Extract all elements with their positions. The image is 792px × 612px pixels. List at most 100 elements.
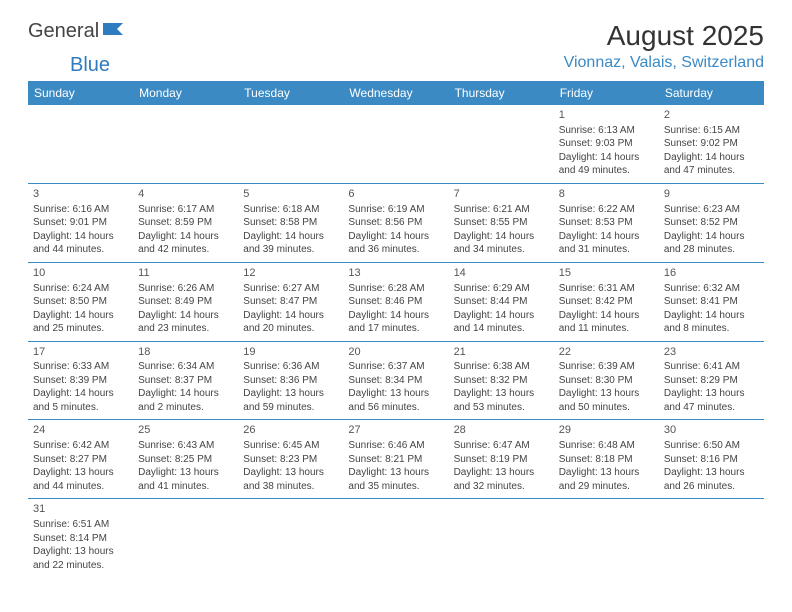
- day-number: 29: [559, 423, 654, 438]
- weekday-header: Thursday: [449, 81, 554, 105]
- cell-sunset: Sunset: 8:18 PM: [559, 453, 654, 467]
- cell-sunrise: Sunrise: 6:13 AM: [559, 124, 654, 138]
- day-number: 6: [348, 187, 443, 202]
- calendar-day-cell: 15Sunrise: 6:31 AMSunset: 8:42 PMDayligh…: [554, 262, 659, 341]
- cell-sunset: Sunset: 8:21 PM: [348, 453, 443, 467]
- day-number: 1: [559, 108, 654, 123]
- cell-daylight2: and 2 minutes.: [138, 401, 233, 415]
- cell-sunset: Sunset: 8:14 PM: [33, 532, 128, 546]
- calendar-day-cell: 10Sunrise: 6:24 AMSunset: 8:50 PMDayligh…: [28, 262, 133, 341]
- cell-sunrise: Sunrise: 6:42 AM: [33, 439, 128, 453]
- cell-daylight1: Daylight: 14 hours: [138, 230, 233, 244]
- cell-daylight1: Daylight: 13 hours: [33, 545, 128, 559]
- cell-daylight2: and 39 minutes.: [243, 243, 338, 257]
- cell-sunset: Sunset: 9:01 PM: [33, 216, 128, 230]
- calendar-day-cell: 26Sunrise: 6:45 AMSunset: 8:23 PMDayligh…: [238, 420, 343, 499]
- cell-sunrise: Sunrise: 6:39 AM: [559, 360, 654, 374]
- logo-text-blue-wrap: Blue: [70, 54, 792, 77]
- calendar-week-row: 10Sunrise: 6:24 AMSunset: 8:50 PMDayligh…: [28, 262, 764, 341]
- calendar-day-cell: [659, 499, 764, 577]
- calendar-body: 1Sunrise: 6:13 AMSunset: 9:03 PMDaylight…: [28, 105, 764, 577]
- cell-daylight2: and 36 minutes.: [348, 243, 443, 257]
- calendar-day-cell: [554, 499, 659, 577]
- logo-text-blue: Blue: [70, 54, 110, 76]
- cell-sunset: Sunset: 8:49 PM: [138, 295, 233, 309]
- cell-daylight2: and 25 minutes.: [33, 322, 128, 336]
- cell-daylight2: and 49 minutes.: [559, 164, 654, 178]
- cell-daylight2: and 8 minutes.: [664, 322, 759, 336]
- day-number: 2: [664, 108, 759, 123]
- cell-daylight1: Daylight: 13 hours: [243, 387, 338, 401]
- cell-daylight1: Daylight: 13 hours: [33, 466, 128, 480]
- day-number: 18: [138, 345, 233, 360]
- calendar-day-cell: [133, 105, 238, 183]
- cell-daylight1: Daylight: 14 hours: [454, 230, 549, 244]
- cell-daylight2: and 20 minutes.: [243, 322, 338, 336]
- cell-sunset: Sunset: 8:37 PM: [138, 374, 233, 388]
- cell-daylight2: and 44 minutes.: [33, 243, 128, 257]
- cell-sunrise: Sunrise: 6:43 AM: [138, 439, 233, 453]
- cell-daylight2: and 41 minutes.: [138, 480, 233, 494]
- cell-daylight1: Daylight: 13 hours: [138, 466, 233, 480]
- cell-sunset: Sunset: 8:27 PM: [33, 453, 128, 467]
- cell-sunrise: Sunrise: 6:32 AM: [664, 282, 759, 296]
- cell-sunrise: Sunrise: 6:31 AM: [559, 282, 654, 296]
- cell-sunrise: Sunrise: 6:22 AM: [559, 203, 654, 217]
- logo-text-general: General: [28, 20, 99, 43]
- day-number: 26: [243, 423, 338, 438]
- cell-daylight2: and 42 minutes.: [138, 243, 233, 257]
- cell-sunset: Sunset: 8:29 PM: [664, 374, 759, 388]
- cell-daylight1: Daylight: 14 hours: [243, 230, 338, 244]
- calendar-week-row: 1Sunrise: 6:13 AMSunset: 9:03 PMDaylight…: [28, 105, 764, 183]
- cell-sunset: Sunset: 8:55 PM: [454, 216, 549, 230]
- cell-daylight1: Daylight: 13 hours: [243, 466, 338, 480]
- cell-sunrise: Sunrise: 6:48 AM: [559, 439, 654, 453]
- calendar-day-cell: [449, 105, 554, 183]
- cell-sunset: Sunset: 8:39 PM: [33, 374, 128, 388]
- calendar-week-row: 24Sunrise: 6:42 AMSunset: 8:27 PMDayligh…: [28, 420, 764, 499]
- cell-sunset: Sunset: 8:41 PM: [664, 295, 759, 309]
- day-number: 4: [138, 187, 233, 202]
- calendar-day-cell: 18Sunrise: 6:34 AMSunset: 8:37 PMDayligh…: [133, 341, 238, 420]
- cell-daylight1: Daylight: 14 hours: [559, 230, 654, 244]
- calendar-day-cell: 7Sunrise: 6:21 AMSunset: 8:55 PMDaylight…: [449, 183, 554, 262]
- calendar-day-cell: 17Sunrise: 6:33 AMSunset: 8:39 PMDayligh…: [28, 341, 133, 420]
- calendar-day-cell: [343, 105, 448, 183]
- cell-daylight1: Daylight: 14 hours: [559, 151, 654, 165]
- weekday-header: Sunday: [28, 81, 133, 105]
- cell-daylight2: and 35 minutes.: [348, 480, 443, 494]
- cell-daylight1: Daylight: 13 hours: [348, 466, 443, 480]
- cell-sunset: Sunset: 8:59 PM: [138, 216, 233, 230]
- cell-sunrise: Sunrise: 6:33 AM: [33, 360, 128, 374]
- cell-daylight1: Daylight: 14 hours: [664, 309, 759, 323]
- cell-daylight2: and 38 minutes.: [243, 480, 338, 494]
- day-number: 7: [454, 187, 549, 202]
- weekday-header: Wednesday: [343, 81, 448, 105]
- cell-sunrise: Sunrise: 6:16 AM: [33, 203, 128, 217]
- cell-daylight1: Daylight: 13 hours: [664, 387, 759, 401]
- calendar-day-cell: 20Sunrise: 6:37 AMSunset: 8:34 PMDayligh…: [343, 341, 448, 420]
- calendar-day-cell: 23Sunrise: 6:41 AMSunset: 8:29 PMDayligh…: [659, 341, 764, 420]
- calendar-day-cell: 16Sunrise: 6:32 AMSunset: 8:41 PMDayligh…: [659, 262, 764, 341]
- cell-daylight2: and 31 minutes.: [559, 243, 654, 257]
- cell-daylight2: and 22 minutes.: [33, 559, 128, 573]
- cell-sunset: Sunset: 8:36 PM: [243, 374, 338, 388]
- cell-sunrise: Sunrise: 6:34 AM: [138, 360, 233, 374]
- calendar-week-row: 31Sunrise: 6:51 AMSunset: 8:14 PMDayligh…: [28, 499, 764, 577]
- calendar-day-cell: 30Sunrise: 6:50 AMSunset: 8:16 PMDayligh…: [659, 420, 764, 499]
- month-title: August 2025: [564, 20, 764, 52]
- cell-daylight1: Daylight: 14 hours: [454, 309, 549, 323]
- calendar-day-cell: 11Sunrise: 6:26 AMSunset: 8:49 PMDayligh…: [133, 262, 238, 341]
- cell-sunset: Sunset: 8:53 PM: [559, 216, 654, 230]
- cell-sunset: Sunset: 8:46 PM: [348, 295, 443, 309]
- calendar-day-cell: 21Sunrise: 6:38 AMSunset: 8:32 PMDayligh…: [449, 341, 554, 420]
- calendar-day-cell: [449, 499, 554, 577]
- cell-daylight1: Daylight: 14 hours: [559, 309, 654, 323]
- cell-daylight2: and 47 minutes.: [664, 164, 759, 178]
- cell-sunset: Sunset: 9:03 PM: [559, 137, 654, 151]
- cell-daylight1: Daylight: 14 hours: [33, 309, 128, 323]
- day-number: 16: [664, 266, 759, 281]
- calendar-day-cell: 25Sunrise: 6:43 AMSunset: 8:25 PMDayligh…: [133, 420, 238, 499]
- calendar-day-cell: 22Sunrise: 6:39 AMSunset: 8:30 PMDayligh…: [554, 341, 659, 420]
- cell-sunrise: Sunrise: 6:23 AM: [664, 203, 759, 217]
